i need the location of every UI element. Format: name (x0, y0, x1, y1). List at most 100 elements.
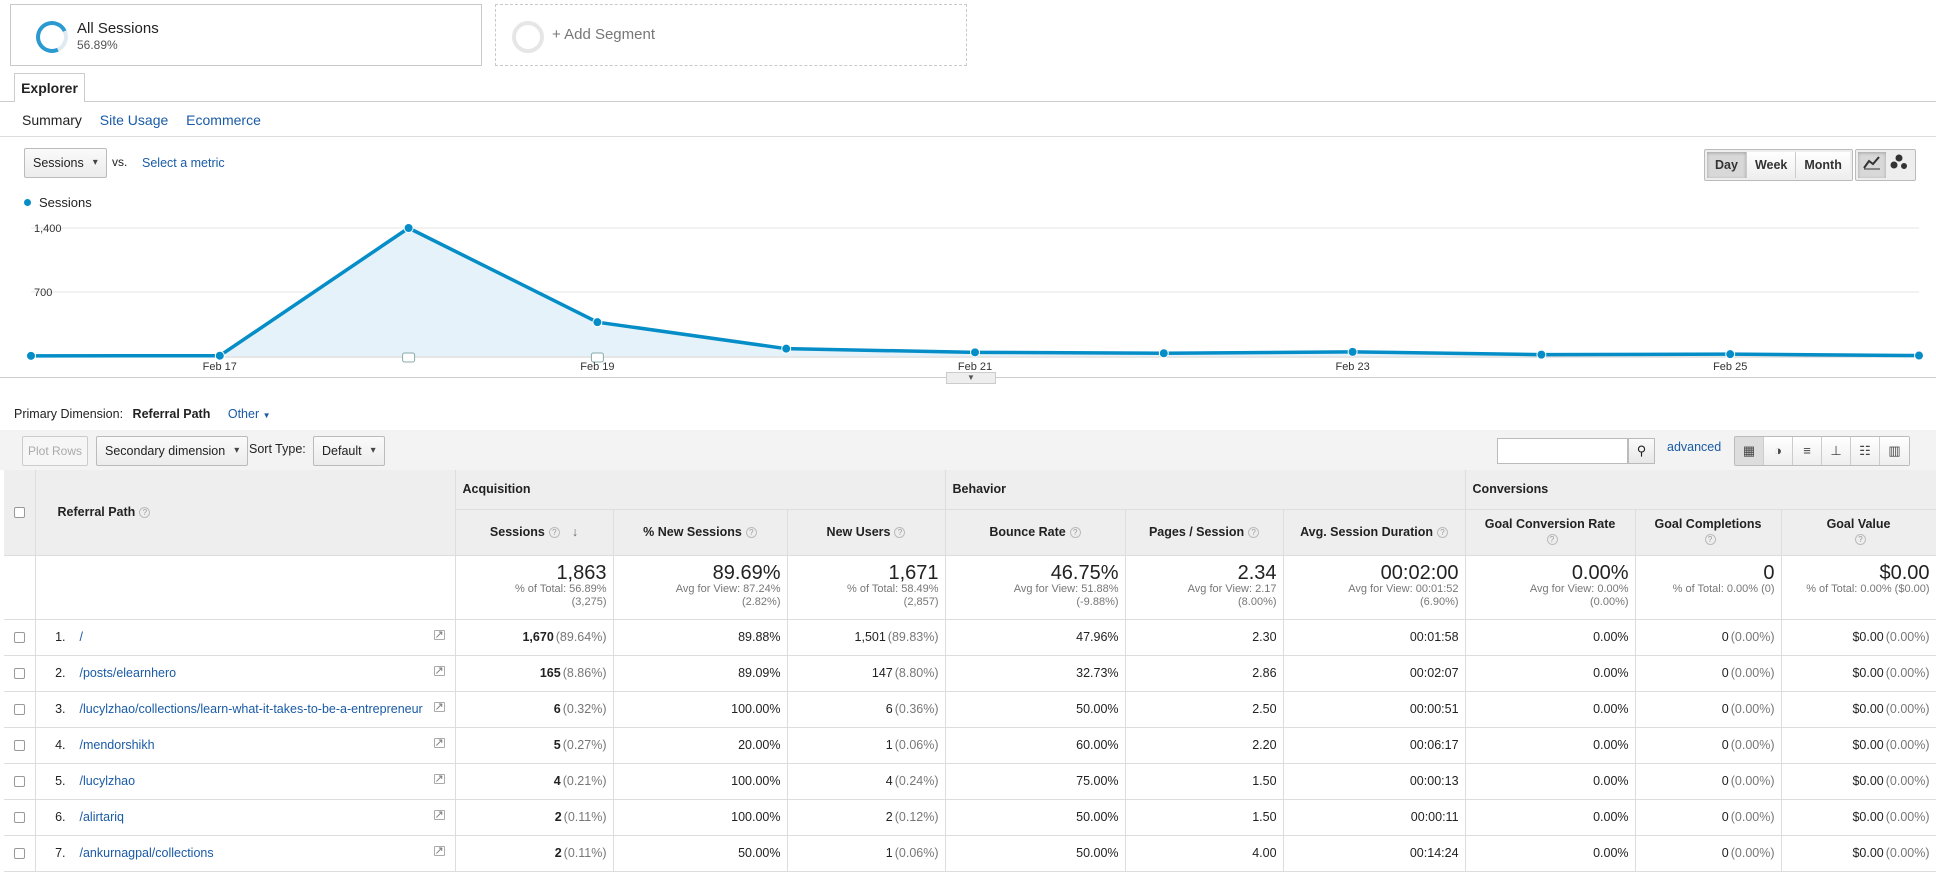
sort-arrow-icon[interactable]: ↓ (571, 524, 579, 539)
column-header[interactable]: Pages / Session? (1125, 509, 1284, 556)
other-label: Other (227, 407, 260, 421)
week-button[interactable]: Week (1746, 152, 1797, 178)
metric-cell: 0.00% (1465, 691, 1636, 728)
column-header[interactable]: Goal Completions? (1635, 509, 1782, 556)
sort-type-select[interactable]: Default (313, 436, 385, 466)
comparison-view-icon[interactable]: ⊥ (1822, 437, 1851, 465)
column-header[interactable]: Goal Conversion Rate? (1465, 509, 1636, 556)
referral-path-link[interactable]: / (79, 630, 83, 645)
add-segment-button[interactable]: + Add Segment (495, 4, 967, 66)
data-point (403, 223, 414, 233)
chevron-down-icon: ▼ (262, 411, 271, 420)
secondary-dimension-select[interactable]: Secondary dimension (96, 436, 249, 466)
external-link-icon[interactable]: ↗ (433, 844, 445, 857)
series-area (31, 228, 1919, 356)
column-header-label: Sessions (489, 524, 545, 539)
metric-value: 0 (1721, 702, 1729, 716)
data-table: Referral Path? Acquisition Behavior Conv… (4, 470, 1936, 872)
referral-path-link[interactable]: /alirtariq (79, 810, 124, 825)
help-icon[interactable]: ? (894, 526, 906, 538)
tab-explorer[interactable]: Explorer (14, 73, 85, 102)
total-value: 89.69% (712, 561, 781, 584)
column-header[interactable]: Avg. Session Duration? (1283, 509, 1466, 556)
external-link-icon[interactable]: ↗ (433, 664, 445, 677)
term-cloud-view-icon[interactable]: ☷ (1851, 437, 1880, 465)
external-link-icon[interactable]: ↗ (433, 628, 445, 641)
select-metric-link[interactable]: Select a metric (142, 156, 225, 170)
motion-chart-icon[interactable] (1886, 152, 1914, 178)
row-checkbox[interactable] (4, 619, 36, 656)
data-point (26, 350, 36, 361)
column-header[interactable]: New Users? (787, 509, 946, 556)
row-checkbox[interactable] (4, 799, 36, 836)
plot-rows-button[interactable]: Plot Rows (22, 436, 88, 466)
metric-value: $0.00 (1852, 846, 1884, 860)
column-header[interactable]: Bounce Rate? (945, 509, 1126, 556)
performance-bar-view-icon[interactable]: ≡ (1793, 437, 1822, 465)
row-checkbox[interactable] (4, 727, 36, 764)
row-checkbox[interactable] (4, 763, 36, 800)
column-header[interactable]: Sessions? ↓ (455, 509, 614, 556)
metric-value: 50.00% (1076, 702, 1119, 716)
help-icon[interactable]: ? (1546, 534, 1558, 546)
external-link-icon[interactable]: ↗ (433, 700, 445, 713)
row-checkbox[interactable] (4, 655, 36, 692)
metric-pct: (8.86%) (562, 666, 607, 680)
referral-path-link[interactable]: /posts/elearnhero (79, 666, 177, 681)
percentage-pie-view-icon[interactable]: ◑ (1764, 437, 1793, 465)
data-table-view-icon[interactable]: ▦ (1735, 437, 1764, 465)
metric-cell: 4 (0.21%) (455, 763, 614, 800)
help-icon[interactable]: ? (1855, 534, 1867, 546)
metric-value: 2 (554, 846, 562, 860)
segment-all-sessions[interactable]: All Sessions 56.89% (10, 4, 482, 66)
subtab-ecommerce[interactable]: Ecommerce (186, 112, 261, 128)
referral-path-link[interactable]: /ankurnagpal/collections (79, 846, 214, 861)
metric-value: 1,501 (854, 630, 886, 644)
metric-value: 0.00% (1593, 630, 1629, 644)
metric-value: 89.88% (738, 630, 781, 644)
help-icon[interactable]: ? (1436, 526, 1448, 538)
row-checkbox[interactable] (4, 691, 36, 728)
day-button[interactable]: Day (1707, 152, 1747, 178)
table-row: 5./lucylzhao ↗ 4 (0.21%) 100.00% 4 (0.24%) 75.0… (4, 763, 1936, 800)
column-header[interactable]: % New Sessions? (613, 509, 788, 556)
table-search-input[interactable] (1497, 438, 1628, 464)
segment-ring-icon (31, 16, 73, 58)
metric-cell: 00:00:13 (1283, 763, 1466, 800)
row-checkbox[interactable] (4, 835, 36, 872)
subtab-site-usage[interactable]: Site Usage (99, 112, 169, 128)
help-icon[interactable]: ? (1248, 526, 1260, 538)
subtab-summary[interactable]: Summary (22, 112, 82, 128)
collapse-chart-handle[interactable]: ▼ (946, 372, 996, 384)
help-icon[interactable]: ? (1069, 526, 1081, 538)
checkbox-icon (13, 632, 25, 644)
month-button[interactable]: Month (1796, 152, 1850, 178)
help-icon[interactable]: ? (139, 507, 151, 519)
help-icon[interactable]: ? (548, 526, 560, 538)
help-icon[interactable]: ? (745, 526, 757, 538)
segment-name: All Sessions (77, 20, 159, 37)
help-icon[interactable]: ? (1704, 534, 1716, 546)
search-icon[interactable]: ⚲ (1628, 438, 1655, 464)
external-link-icon[interactable]: ↗ (433, 736, 445, 749)
external-link-icon[interactable]: ↗ (433, 808, 445, 821)
referral-path-link[interactable]: /mendorshikh (79, 738, 155, 753)
checkbox-icon (13, 704, 25, 716)
pivot-view-icon[interactable]: ▥ (1880, 437, 1909, 465)
metric-select[interactable]: Sessions (24, 148, 107, 178)
metric-cell: $0.00 (0.00%) (1781, 691, 1936, 728)
external-link-icon[interactable]: ↗ (433, 772, 445, 785)
total-subtext: (3,275) (571, 595, 607, 608)
referral-path-link[interactable]: /lucylzhao (79, 774, 136, 789)
advanced-filter-link[interactable]: advanced (1667, 440, 1722, 454)
column-header[interactable]: Goal Value? (1781, 509, 1936, 556)
select-all-checkbox[interactable] (4, 470, 36, 556)
referral-path-link[interactable]: /lucylzhao/collections/learn-what-it-tak… (79, 702, 423, 717)
metric-cell: 4 (0.24%) (787, 763, 946, 800)
totals-cell: 1,863% of Total: 56.89% (3,275) (455, 555, 614, 620)
primary-dimension-label: Primary Dimension: (14, 407, 124, 421)
metric-cell: 0.00% (1465, 799, 1636, 836)
line-chart-icon[interactable] (1858, 152, 1886, 178)
data-point (781, 343, 792, 354)
primary-dimension-other[interactable]: Other ▼ (228, 407, 271, 421)
